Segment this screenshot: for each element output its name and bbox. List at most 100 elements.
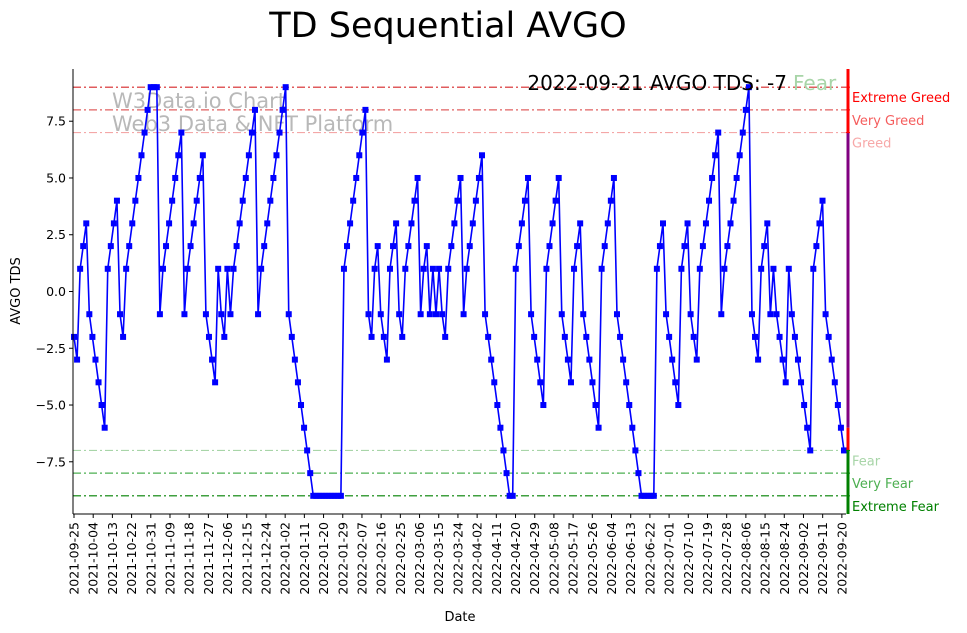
data-point bbox=[196, 174, 203, 181]
data-point bbox=[442, 333, 449, 340]
data-point bbox=[706, 197, 713, 204]
data-point bbox=[359, 129, 366, 136]
x-tick-label: 2022-06-22 bbox=[642, 522, 657, 595]
data-point bbox=[417, 311, 424, 318]
x-tick-label: 2022-04-02 bbox=[470, 522, 485, 595]
data-point bbox=[301, 424, 308, 431]
data-point bbox=[282, 84, 289, 91]
data-point bbox=[515, 243, 522, 250]
data-point bbox=[316, 492, 323, 499]
data-point bbox=[571, 265, 578, 272]
data-point bbox=[126, 243, 133, 250]
threshold-labels: Extreme Greed Very Greed Greed Fear Very Fea… bbox=[852, 91, 950, 515]
chart-title: TD Sequential AVGO bbox=[268, 6, 626, 46]
x-tick-label: 2022-03-06 bbox=[412, 522, 427, 595]
data-point bbox=[653, 265, 660, 272]
data-point bbox=[71, 333, 77, 340]
data-point bbox=[620, 356, 627, 363]
data-point bbox=[696, 265, 703, 272]
data-point bbox=[255, 311, 262, 318]
data-point bbox=[678, 265, 685, 272]
data-point bbox=[764, 220, 771, 227]
data-point bbox=[561, 333, 568, 340]
data-point bbox=[273, 152, 280, 159]
data-point bbox=[810, 265, 817, 272]
data-point bbox=[758, 265, 765, 272]
x-tick-label: 2022-06-13 bbox=[623, 522, 638, 595]
data-point bbox=[463, 265, 470, 272]
x-tick-label: 2022-04-20 bbox=[508, 522, 523, 595]
data-point bbox=[426, 311, 433, 318]
data-point bbox=[457, 174, 464, 181]
threshold-lines bbox=[73, 86, 846, 497]
data-point bbox=[503, 470, 510, 477]
data-point bbox=[322, 492, 329, 499]
data-point bbox=[288, 333, 295, 340]
data-point bbox=[86, 311, 93, 318]
data-point bbox=[123, 265, 130, 272]
x-tick-label: 2022-01-20 bbox=[316, 522, 331, 595]
data-point bbox=[239, 197, 246, 204]
data-point bbox=[405, 243, 412, 250]
data-point bbox=[629, 424, 636, 431]
data-point bbox=[393, 220, 400, 227]
y-tick-label: −5.0 bbox=[36, 398, 66, 413]
data-point bbox=[650, 492, 657, 499]
data-point bbox=[135, 174, 142, 181]
y-tick-label: 5.0 bbox=[46, 170, 66, 185]
x-tick-label: 2022-04-11 bbox=[489, 522, 504, 595]
data-point bbox=[782, 379, 789, 386]
data-point bbox=[445, 265, 452, 272]
x-tick-label: 2022-05-17 bbox=[566, 522, 581, 595]
data-point bbox=[294, 379, 301, 386]
data-point bbox=[242, 174, 249, 181]
data-point bbox=[807, 447, 814, 454]
data-point bbox=[276, 129, 283, 136]
x-tick-label: 2022-02-25 bbox=[393, 522, 408, 595]
data-point bbox=[699, 243, 706, 250]
data-point bbox=[184, 265, 191, 272]
x-tick-label: 2022-03-15 bbox=[431, 522, 446, 595]
data-point bbox=[598, 265, 605, 272]
x-tick-label: 2022-02-07 bbox=[354, 522, 369, 595]
data-point bbox=[141, 129, 148, 136]
data-point bbox=[755, 356, 762, 363]
data-point bbox=[261, 243, 268, 250]
data-point bbox=[491, 379, 498, 386]
data-point bbox=[215, 265, 222, 272]
data-point bbox=[669, 356, 676, 363]
data-point bbox=[617, 333, 624, 340]
data-point bbox=[506, 492, 513, 499]
x-tick-label: 2022-08-24 bbox=[777, 522, 792, 595]
data-point bbox=[172, 174, 179, 181]
x-tick-label: 2021-11-27 bbox=[201, 522, 216, 595]
data-point bbox=[221, 333, 228, 340]
data-point bbox=[390, 243, 397, 250]
data-point bbox=[712, 152, 719, 159]
data-point bbox=[150, 84, 157, 91]
data-point bbox=[451, 220, 458, 227]
x-tick-label: 2021-10-31 bbox=[143, 522, 158, 595]
data-point bbox=[337, 492, 344, 499]
data-point bbox=[227, 311, 234, 318]
data-point bbox=[245, 152, 252, 159]
data-point bbox=[794, 356, 801, 363]
x-tick-label: 2022-07-28 bbox=[719, 522, 734, 595]
data-point bbox=[190, 220, 197, 227]
data-point bbox=[776, 333, 783, 340]
data-point bbox=[681, 243, 688, 250]
data-point bbox=[432, 311, 439, 318]
y-axis-ticks: −7.5 −5.0 −2.5 0.0 2.5 5.0 7.5 bbox=[36, 114, 73, 469]
data-point bbox=[479, 152, 486, 159]
data-point bbox=[518, 220, 525, 227]
data-point bbox=[613, 311, 620, 318]
data-point bbox=[727, 220, 734, 227]
data-point bbox=[788, 311, 795, 318]
x-tick-label: 2022-07-01 bbox=[662, 522, 677, 595]
data-point bbox=[408, 220, 415, 227]
data-point bbox=[95, 379, 102, 386]
x-tick-label: 2021-10-13 bbox=[105, 522, 120, 595]
x-tick-label: 2022-08-15 bbox=[758, 522, 773, 595]
data-point bbox=[251, 106, 258, 113]
